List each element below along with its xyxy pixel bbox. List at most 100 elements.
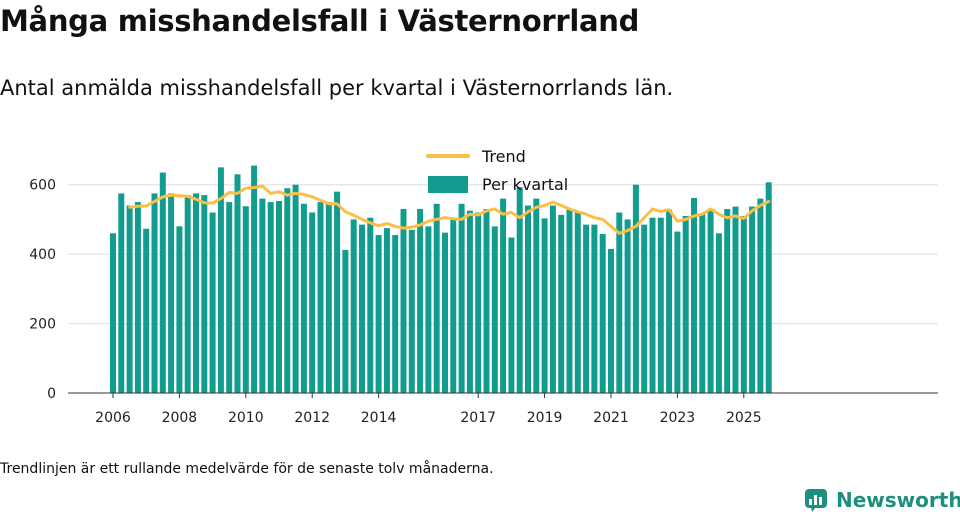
bar [334,191,341,393]
bar [566,209,573,393]
legend-label: Per kvartal [482,175,568,194]
bar [342,249,349,393]
legend: Trend Per kvartal [426,147,568,194]
bar [284,188,291,393]
bar [143,228,150,393]
bar [168,193,175,393]
bar [417,209,424,393]
bar-chart: 0 200 400 600 2006 2008 2010 2012 2014 2017 2019 20… [29,147,938,426]
bar [317,202,324,393]
bar [383,228,390,393]
bar [242,206,249,393]
bar [541,218,548,393]
bar [707,209,714,393]
bar [201,195,208,393]
bar [193,193,199,393]
footnote: Trendlinjen är ett rullande medelvärde f… [0,461,494,477]
bar [450,217,457,393]
bar [126,205,133,393]
bar [217,167,224,393]
x-tick-label: 2012 [294,410,330,426]
x-tick-label: 2014 [361,410,397,426]
bar [110,233,116,393]
x-tick-label: 2025 [726,410,762,426]
y-tick-label: 400 [29,247,56,263]
bar [632,184,639,393]
bar [715,233,722,393]
bar [732,206,739,393]
bar [666,209,673,393]
x-tick-label: 2019 [527,410,563,426]
bar [616,212,623,393]
bar [442,232,448,393]
x-tick-label: 2017 [460,410,496,426]
trend-series [128,184,771,235]
bar [765,182,772,393]
bar [608,248,614,393]
bar [309,212,316,393]
page-subtitle: Antal anmälda misshandelsfall per kvarta… [0,76,674,100]
bar [757,198,764,393]
bar [408,229,415,393]
bar [209,212,216,393]
y-tick-label: 200 [29,317,56,333]
bar [483,209,490,393]
bar [276,201,282,393]
bar [699,214,706,393]
legend-label: Trend [481,147,526,166]
bar [525,205,531,393]
bar [724,209,731,393]
bar [300,203,307,393]
bar [749,206,756,393]
y-tick-label: 600 [29,178,56,194]
x-tick-label: 2010 [228,410,264,426]
bar [458,203,465,393]
trend-line [128,184,771,235]
bar [691,197,697,393]
bar [549,205,556,393]
axes: 0 200 400 600 2006 2008 2010 2012 2014 2017 2019 20… [29,178,938,426]
bar [251,165,258,393]
bar [508,237,515,393]
newsworthy-logo-icon [805,489,827,512]
bar [151,193,158,393]
bar [325,202,332,393]
bar [583,224,590,393]
bar [359,224,365,393]
bar [466,210,473,393]
bar [574,212,581,393]
bar [649,217,656,393]
brand-name: Newsworthy [836,488,960,512]
bar [367,217,374,393]
x-tick-label: 2008 [162,410,198,426]
bar [491,226,498,393]
bar [159,172,166,393]
bar [475,212,482,393]
bar [682,215,689,393]
bar [267,202,274,393]
bar [118,193,125,393]
x-tick-label: 2006 [95,410,131,426]
bar [591,224,598,393]
bar [375,235,382,393]
bar [641,224,648,393]
bar [400,209,407,393]
bar [292,184,299,393]
bar [176,226,183,393]
bar [259,198,266,393]
bar [234,174,241,393]
x-tick-label: 2021 [593,410,629,426]
bar [558,214,565,393]
bar [433,203,440,393]
bar [533,198,540,393]
bar [184,195,191,393]
bar [500,198,507,393]
legend-swatch-bars [428,176,468,193]
x-tick-label: 2023 [660,410,696,426]
page-title: Många misshandelsfall i Västernorrland [0,4,640,38]
bar [740,215,747,393]
bar [657,217,664,393]
bar [674,231,681,393]
bar [516,187,523,393]
y-tick-label: 0 [47,386,56,402]
